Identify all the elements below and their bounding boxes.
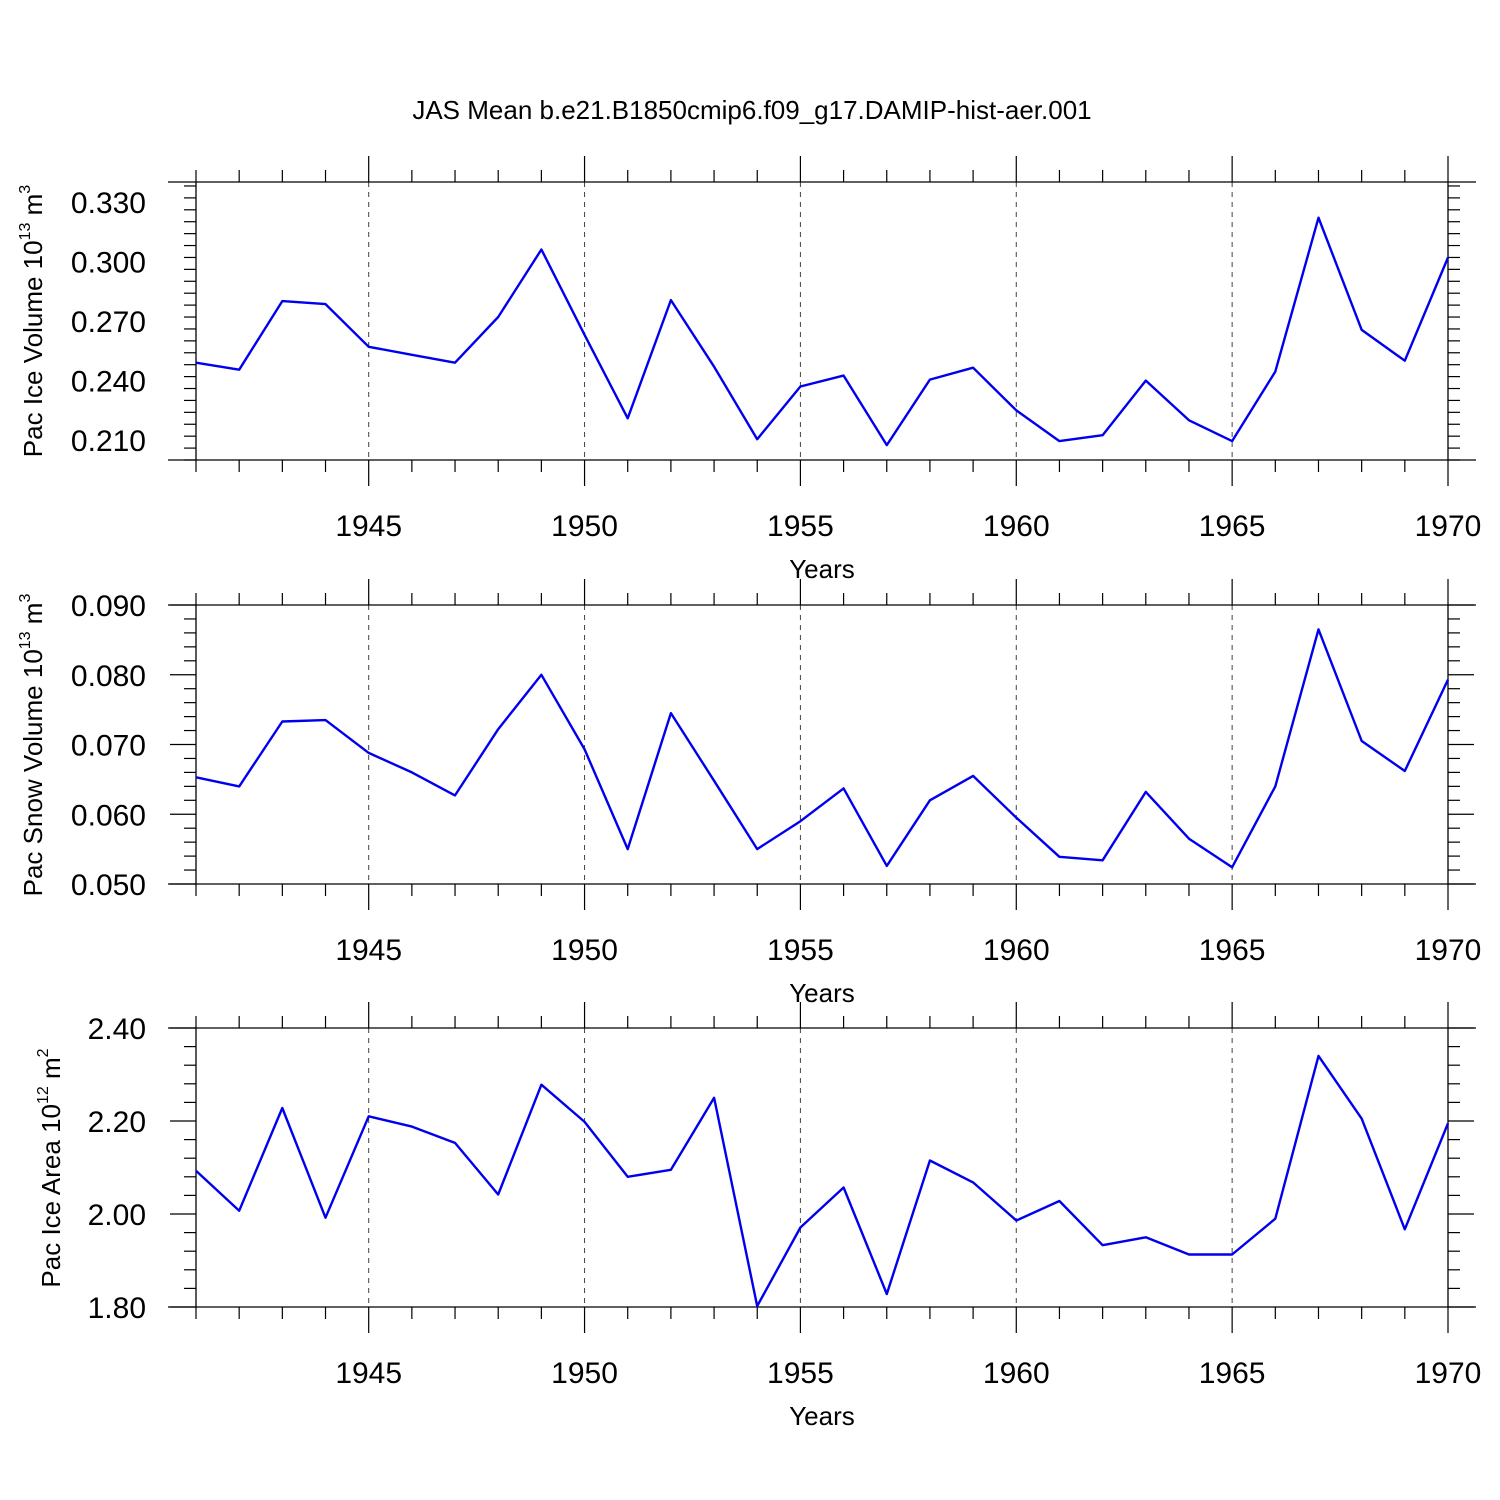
y-tick-label: 0.210 bbox=[71, 425, 146, 458]
y-tick-label: 0.070 bbox=[71, 730, 146, 763]
y-tick-label: 2.00 bbox=[88, 1199, 146, 1232]
x-tick-label: 1950 bbox=[551, 934, 618, 967]
y-tick-label: 1.80 bbox=[88, 1292, 146, 1325]
x-tick-label: 1955 bbox=[767, 1357, 834, 1390]
panel-ice-volume: 0.210 0.240 0.270 0.300 0.330 1945 1950 1955 196… bbox=[17, 156, 1481, 584]
x-tick-label: 1945 bbox=[335, 934, 402, 967]
x-tick-label: 1945 bbox=[335, 510, 402, 543]
x-tick-label: 1960 bbox=[983, 1357, 1050, 1390]
y-tick-label: 0.300 bbox=[71, 246, 146, 279]
y-tick-label: 0.240 bbox=[71, 366, 146, 399]
x-axis-label: Years bbox=[789, 978, 855, 1008]
x-tick-label: 1955 bbox=[767, 510, 834, 543]
x-tick-label: 1965 bbox=[1199, 1357, 1266, 1390]
y-tick-label: 0.270 bbox=[71, 306, 146, 339]
series-line-0 bbox=[195, 628, 1450, 869]
panel-ice-area: 1.80 2.00 2.20 2.40 1945 1950 1955 1960 1965 1970… bbox=[35, 1002, 1481, 1431]
y-tick-label: 0.050 bbox=[71, 869, 146, 902]
x-tick-label: 1950 bbox=[551, 510, 618, 543]
y-tick-label: 0.090 bbox=[71, 590, 146, 623]
x-tick-label: 1965 bbox=[1199, 510, 1266, 543]
y-tick-label: 0.060 bbox=[71, 799, 146, 832]
y-tick-label: 2.20 bbox=[88, 1106, 146, 1139]
x-tick-label: 1945 bbox=[335, 1357, 402, 1390]
x-tick-label: 1970 bbox=[1415, 510, 1482, 543]
x-axis-label: Years bbox=[789, 1401, 855, 1431]
y-tick-label: 0.080 bbox=[71, 660, 146, 693]
x-tick-label: 1970 bbox=[1415, 1357, 1482, 1390]
series-line-0 bbox=[195, 216, 1450, 447]
x-tick-label: 1970 bbox=[1415, 934, 1482, 967]
figure-title: JAS Mean b.e21.B1850cmip6.f09_g17.DAMIP-… bbox=[412, 95, 1091, 125]
x-tick-label: 1960 bbox=[983, 934, 1050, 967]
y-tick-label: 2.40 bbox=[88, 1013, 146, 1046]
series-line-0 bbox=[195, 1054, 1450, 1308]
panel-snow-volume: 0.050 0.060 0.070 0.080 0.090 1945 1950 1955 196… bbox=[17, 579, 1481, 1008]
y-axis-label: Pac Ice Volume 1013 m3 bbox=[17, 185, 48, 458]
x-tick-label: 1960 bbox=[983, 510, 1050, 543]
x-tick-label: 1955 bbox=[767, 934, 834, 967]
x-tick-label: 1950 bbox=[551, 1357, 618, 1390]
y-axis-label: Pac Ice Area 1012 m2 bbox=[35, 1048, 66, 1287]
y-axis-label: Pac Snow Volume 1013 m3 bbox=[17, 594, 48, 897]
y-tick-label: 0.330 bbox=[71, 187, 146, 220]
x-tick-label: 1965 bbox=[1199, 934, 1266, 967]
x-axis-label: Years bbox=[789, 554, 855, 584]
